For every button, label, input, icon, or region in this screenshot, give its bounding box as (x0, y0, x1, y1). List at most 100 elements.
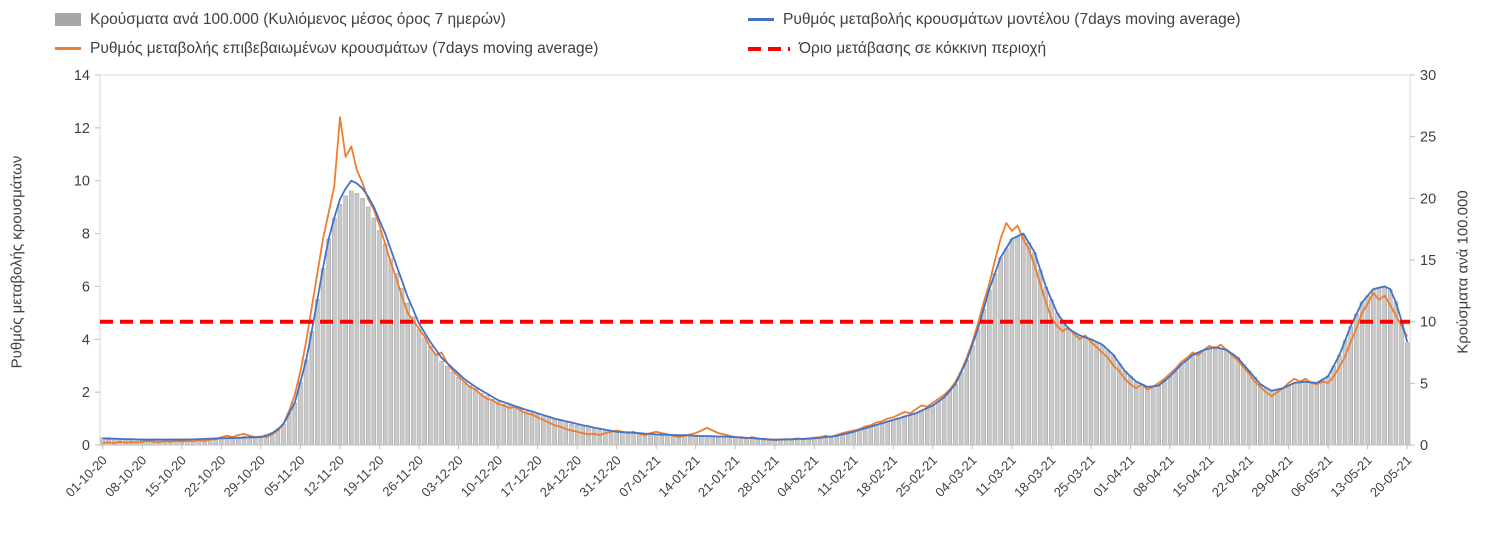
bar (1099, 344, 1105, 446)
bar (614, 431, 619, 446)
bar (1037, 269, 1043, 446)
x-axis-tick-label: 01-04-21 (1090, 453, 1137, 500)
bar (1139, 384, 1145, 446)
x-axis-tick-label: 24-12-20 (537, 453, 584, 500)
x-axis-tick-label: 28-01-21 (735, 453, 782, 500)
bar (924, 407, 930, 446)
bar (332, 217, 337, 446)
left-axis-title: Ρυθμός μεταβολής κρουσμάτων (8, 155, 26, 369)
bars-series-cases-per-100k (100, 190, 1410, 446)
bar (648, 433, 653, 446)
legend-item-model-rate: Ρυθμός μεταβολής κρουσμάτων μοντέλου (7d… (748, 11, 1497, 29)
bar (507, 405, 512, 446)
bar (874, 424, 879, 446)
bar (326, 238, 331, 446)
bar (936, 401, 941, 446)
x-axis-tick-label: 04-02-21 (774, 453, 821, 500)
left-axis-tick-label: 6 (82, 279, 90, 295)
bar (1145, 386, 1150, 446)
bar (1207, 348, 1212, 446)
bar (1229, 353, 1235, 446)
bar (907, 415, 913, 446)
gray-bar-swatch-icon (55, 13, 81, 26)
bar (1258, 384, 1263, 446)
x-axis-tick-label: 13-05-21 (1327, 453, 1374, 500)
bar (580, 426, 586, 446)
bar (953, 384, 958, 446)
bar (348, 190, 354, 446)
x-axis-tick-label: 15-10-20 (142, 453, 189, 500)
bar (1376, 288, 1382, 446)
bar (490, 399, 495, 446)
x-axis-tick-label: 22-10-20 (181, 453, 228, 500)
legend-label-cases-per-100k: Κρούσματα ανά 100.000 (Κυλιόμενος μέσος … (90, 10, 506, 28)
left-axis-tick-label: 8 (82, 227, 90, 243)
right-axis-title: Κρούσματα ανά 100.000 (1454, 190, 1472, 354)
bar (941, 396, 947, 446)
bar (1218, 348, 1224, 446)
legend-label-confirmed-rate: Ρυθμός μεταβολής επιβεβαιωμένων κρουσμάτ… (90, 39, 599, 57)
bar (456, 376, 461, 446)
left-axis-tick-label: 14 (74, 68, 90, 84)
x-axis-tick-label: 19-11-20 (340, 453, 387, 500)
x-axis-tick-label: 26-11-20 (379, 453, 426, 500)
bar (524, 411, 529, 446)
x-axis-tick-label: 29-10-20 (221, 453, 268, 500)
bar (930, 405, 936, 446)
bar (1184, 359, 1190, 446)
bar (309, 331, 315, 446)
bar (597, 428, 602, 446)
x-axis-tick-label: 25-02-21 (893, 453, 940, 500)
bar (1235, 357, 1241, 446)
x-axis-tick-label: 06-05-21 (1288, 453, 1335, 500)
bar (563, 422, 569, 446)
x-axis-tick-label: 11-02-21 (814, 453, 861, 500)
bar (365, 206, 371, 446)
bar (1032, 252, 1037, 446)
bar (1399, 320, 1404, 446)
bar (1393, 301, 1399, 446)
bar (1263, 387, 1269, 446)
bar (337, 204, 343, 446)
bar (1246, 370, 1252, 446)
bar (896, 417, 902, 446)
bar (371, 217, 377, 446)
bar (411, 316, 416, 446)
bar (1116, 363, 1122, 446)
legend-item-red-threshold: Όριο μετάβασης σε κόκκινη περιοχή (748, 40, 1497, 58)
x-axis-tick-label: 21-01-21 (695, 453, 742, 500)
right-axis-tick-label: 20 (1420, 191, 1436, 207)
bar (687, 434, 693, 446)
bar (778, 439, 783, 446)
bar (405, 302, 411, 446)
legend-row-2: Ρυθμός μεταβολής επιβεβαιωμένων κρουσμάτ… (0, 34, 1497, 63)
bar (501, 403, 507, 446)
right-axis-tick-label: 25 (1420, 130, 1436, 146)
bar (1054, 312, 1060, 446)
bar (620, 432, 625, 446)
bar (1314, 383, 1320, 446)
x-axis-tick-label: 18-02-21 (853, 453, 900, 500)
bar (665, 434, 670, 446)
bar (1026, 242, 1032, 446)
x-axis-tick-label: 17-12-20 (497, 453, 544, 500)
bar (433, 353, 439, 446)
x-axis-tick-label: 10-12-20 (458, 453, 505, 500)
bar (845, 432, 851, 446)
x-axis-tick-label: 04-03-21 (932, 453, 979, 500)
bar (1303, 381, 1308, 446)
bar (1190, 354, 1195, 446)
bar (919, 410, 924, 446)
bar (495, 401, 501, 446)
right-axis-tick-label: 10 (1420, 315, 1436, 331)
bar (444, 365, 450, 446)
bar (569, 423, 574, 446)
bar (292, 402, 298, 446)
bar (1241, 364, 1246, 446)
bar (704, 436, 710, 446)
bar (1252, 376, 1257, 446)
bar (586, 426, 591, 446)
bar (992, 273, 998, 446)
x-axis-tick-label: 22-04-21 (1209, 453, 1256, 500)
